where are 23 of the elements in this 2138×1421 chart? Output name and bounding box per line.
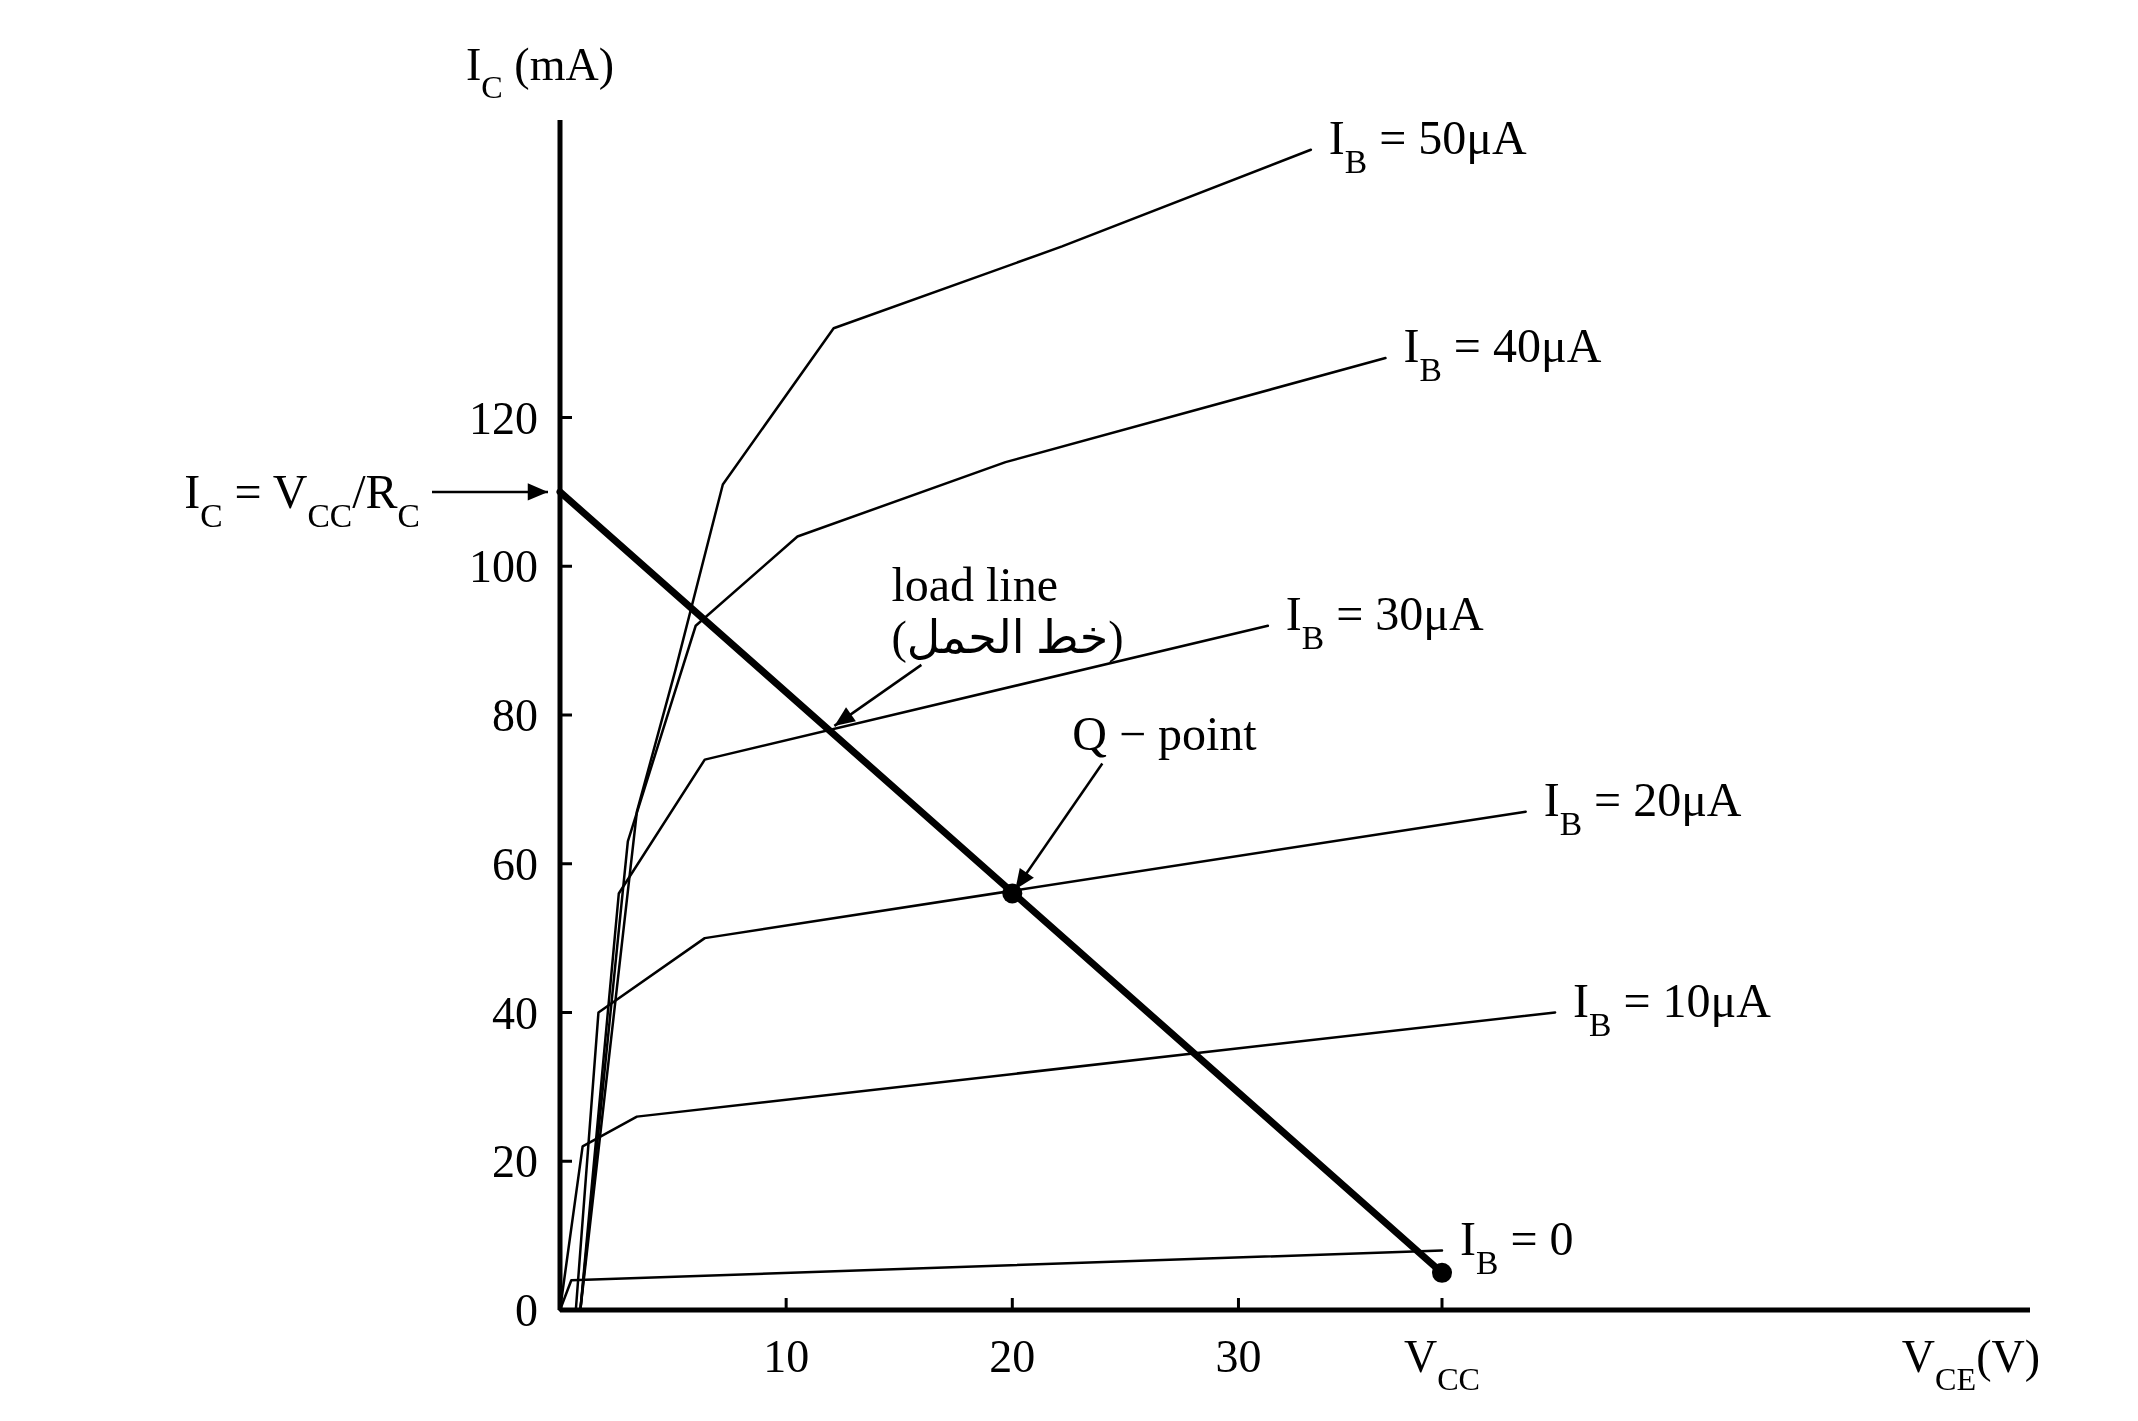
x-axis-title: V$_{CE}$(V) — [1901, 1331, 2040, 1397]
y-tick-label: 80 — [492, 690, 538, 741]
y-tick-label: 20 — [492, 1136, 538, 1188]
y-tick-label: 60 — [492, 838, 538, 890]
x-tick-label: V$_{CC}$ — [1403, 1331, 1481, 1397]
series-label: I$_{B}$ = 20μA — [1543, 772, 1742, 842]
annotation: I$_{C}$ = V$_{CC}$/R$_{C}$ — [184, 464, 420, 534]
series-label: I$_{B}$ = 10μA — [1573, 973, 1772, 1042]
annotation: Q − point — [1072, 706, 1258, 760]
y-tick-label: 0 — [515, 1285, 538, 1336]
y-tick-label: 100 — [469, 541, 538, 593]
annotation: load line — [891, 557, 1059, 611]
series-label: I$_{B}$ = 50μA — [1328, 110, 1528, 180]
annotation: (خط الحمل) — [891, 611, 1124, 663]
x-tick-label: 30 — [1215, 1331, 1262, 1382]
x-tick-label: 20 — [989, 1331, 1036, 1382]
series-label: I$_{B}$ = 30μA — [1285, 586, 1485, 656]
series-label: I$_{B}$ = 40μA — [1403, 319, 1602, 388]
y-axis-title: I$_{C}$ (mA) — [466, 39, 614, 105]
y-tick-label: 40 — [492, 987, 538, 1039]
x-tick-label: 10 — [763, 1331, 810, 1382]
y-tick-label: 120 — [469, 392, 538, 444]
series-label: I$_{B}$ = 0 — [1460, 1211, 1574, 1280]
